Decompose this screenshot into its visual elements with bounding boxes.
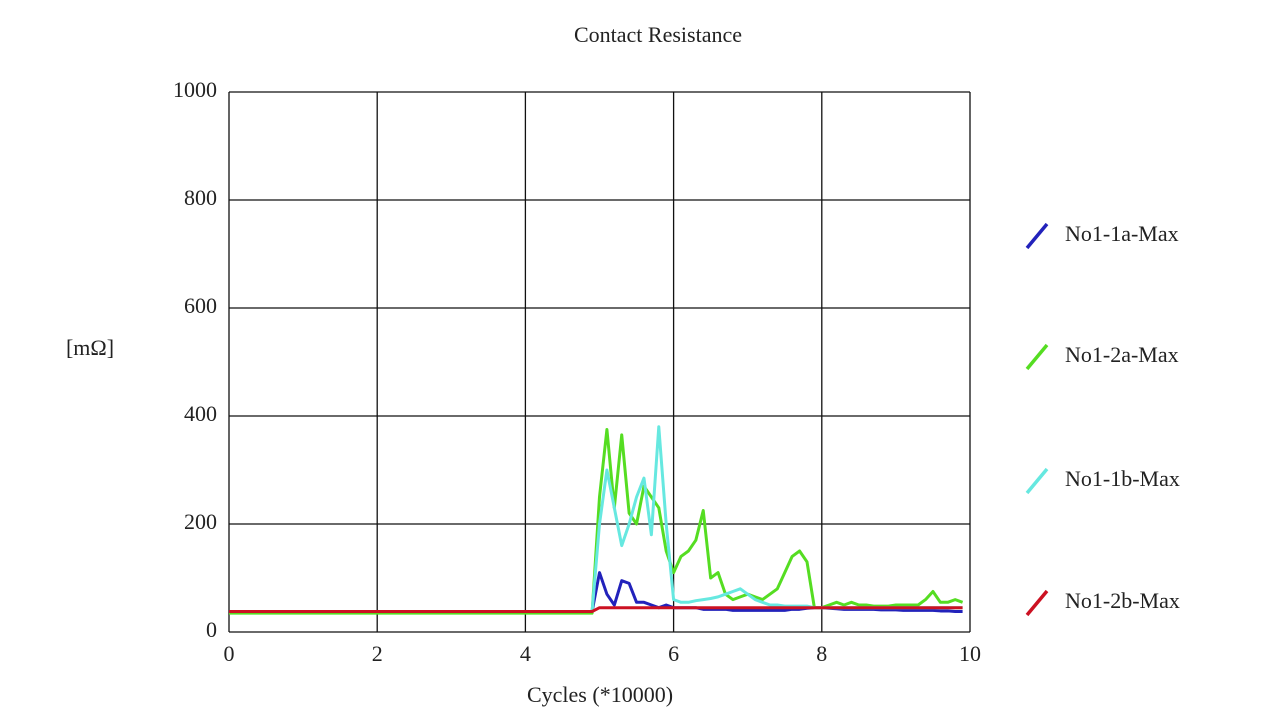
x-axis-label: Cycles (*10000)	[527, 682, 673, 707]
y-tick-label: 1000	[173, 77, 217, 102]
chart-title: Contact Resistance	[574, 22, 742, 47]
legend-label: No1-2a-Max	[1065, 342, 1179, 367]
y-axis-label: [mΩ]	[66, 335, 114, 360]
y-tick-label: 200	[184, 509, 217, 534]
legend-swatch	[1025, 589, 1049, 617]
x-tick-label: 2	[372, 641, 383, 666]
series-line	[229, 425, 963, 613]
x-tick-label: 4	[520, 641, 531, 666]
legend-label: No1-1a-Max	[1065, 221, 1179, 246]
legend-label: No1-2b-Max	[1065, 588, 1180, 613]
legend-swatch	[1025, 222, 1049, 250]
x-tick-label: 8	[816, 641, 827, 666]
series-line	[229, 571, 963, 613]
series-line	[229, 428, 964, 615]
legend-swatch	[1025, 343, 1049, 371]
x-tick-label: 10	[959, 641, 981, 666]
x-tick-label: 6	[668, 641, 679, 666]
legend-swatch	[1025, 467, 1049, 495]
x-tick-label: 0	[224, 641, 235, 666]
y-tick-label: 600	[184, 293, 217, 318]
legend-label: No1-1b-Max	[1065, 466, 1180, 491]
y-tick-label: 0	[206, 617, 217, 642]
y-tick-label: 800	[184, 185, 217, 210]
series-line	[229, 606, 963, 613]
y-tick-label: 400	[184, 401, 217, 426]
